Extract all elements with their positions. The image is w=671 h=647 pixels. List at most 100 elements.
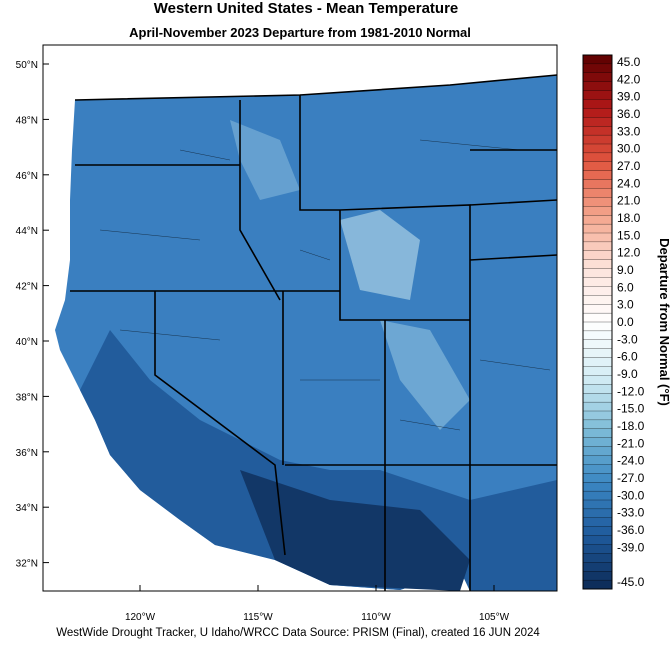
lon-label: 110°W: [361, 612, 391, 623]
colorbar-bin: [582, 535, 613, 545]
colorbar-bin: [582, 508, 613, 519]
colorbar-label: 21.0: [617, 194, 641, 208]
colorbar-label: 33.0: [617, 124, 641, 138]
colorbar-bin: [582, 553, 613, 563]
colorbar-bin: [582, 259, 613, 270]
colorbar-bin: [582, 143, 613, 154]
colorbar-label: -36.0: [617, 523, 645, 537]
colorbar-bin: [582, 437, 613, 448]
lat-label: 46°N: [16, 171, 38, 182]
colorbar-bin: [582, 348, 613, 359]
colorbar-bin: [582, 134, 613, 145]
colorbar-bin: [582, 579, 613, 590]
colorbar-bin: [582, 286, 613, 296]
colorbar-bin: [582, 357, 613, 367]
colorbar-label: -12.0: [617, 384, 645, 398]
colorbar-bin: [582, 499, 613, 510]
colorbar-label: -45.0: [617, 575, 645, 589]
colorbar-bin: [582, 99, 613, 109]
colorbar-bin: [582, 197, 613, 207]
colorbar-label: 27.0: [617, 159, 641, 173]
colorbar-label: 12.0: [617, 246, 641, 260]
colorbar-label: 24.0: [617, 176, 641, 190]
subtitle: April-November 2023 Departure from 1981-…: [129, 25, 471, 40]
lat-label: 40°N: [16, 337, 38, 348]
colorbar-bin: [582, 188, 613, 198]
colorbar-label: 18.0: [617, 211, 641, 225]
lat-label: 34°N: [16, 503, 38, 514]
colorbar-title: Departure from Normal (°F): [657, 238, 671, 406]
lon-label: 120°W: [125, 612, 156, 623]
colorbar-bin: [582, 339, 613, 350]
light-region: [230, 120, 300, 200]
colorbar-label: 6.0: [617, 280, 634, 294]
dark-region: [80, 330, 557, 591]
colorbar-bin: [582, 232, 613, 243]
colorbar-bin: [582, 410, 613, 421]
colorbar-bin: [582, 473, 613, 483]
lat-label: 32°N: [16, 559, 38, 570]
colorbar-bin: [582, 455, 613, 465]
longitude-axis: 120°W 115°W 110°W 105°W: [125, 585, 510, 623]
colorbar-label: -6.0: [617, 350, 638, 364]
colorbar-bin: [582, 464, 613, 474]
colorbar: 45.0 42.0 39.0 36.0 33.0 30.0 27.0 24.0 21.0 18.0…: [582, 54, 645, 590]
state-border: [70, 95, 558, 591]
colorbar-bin: [582, 63, 613, 74]
colorbar-label: 36.0: [617, 107, 641, 121]
lat-label: 50°N: [16, 60, 38, 71]
colorbar-label: -18.0: [617, 419, 645, 433]
colorbar-label: -33.0: [617, 506, 645, 520]
colorbar-bin: [582, 295, 613, 305]
colorbar-bin: [582, 223, 613, 234]
colorbar-bin: [582, 250, 613, 261]
colorbar-bin: [582, 384, 613, 394]
colorbar-label: 15.0: [617, 228, 641, 242]
darkest-region: [240, 470, 470, 591]
colorbar-bin: [582, 241, 613, 252]
colorbar-label: -24.0: [617, 454, 645, 468]
colorbar-bin: [582, 517, 613, 528]
lat-label: 48°N: [16, 115, 38, 126]
colorbar-label: -15.0: [617, 402, 645, 416]
colorbar-bin: [582, 571, 613, 581]
colorbar-bin: [582, 277, 613, 287]
colorbar-bin: [582, 321, 613, 332]
colorbar-bin: [582, 393, 613, 403]
colorbar-bin: [582, 366, 613, 376]
lat-label: 38°N: [16, 392, 38, 403]
colorbar-label: 42.0: [617, 72, 641, 86]
colorbar-bin: [582, 90, 613, 100]
colorbar-label: -27.0: [617, 471, 645, 485]
colorbar-bin: [582, 161, 613, 172]
colorbar-bin: [582, 544, 613, 554]
colorbar-bin: [582, 206, 613, 216]
colorbar-label: -3.0: [617, 332, 638, 346]
colorbar-label: 9.0: [617, 263, 634, 277]
colorbar-bin: [582, 428, 613, 439]
colorbar-bin: [582, 312, 613, 323]
title: Western United States - Mean Temperature: [154, 0, 459, 17]
colorbar-bin: [582, 375, 613, 385]
lat-label: 44°N: [16, 226, 38, 237]
colorbar-bin: [582, 490, 613, 501]
colorbar-label: -9.0: [617, 367, 638, 381]
colorbar-label: -30.0: [617, 488, 645, 502]
colorbar-label: 39.0: [617, 90, 641, 104]
county-border: [99, 139, 551, 431]
colorbar-bin: [582, 482, 613, 492]
border: [74, 74, 558, 101]
map-frame: [42, 44, 558, 592]
light-region: [380, 320, 470, 430]
lon-label: 105°W: [479, 612, 510, 623]
colorbar-bin: [582, 562, 613, 572]
lon-label: 115°W: [243, 612, 273, 623]
colorbar-bin: [582, 419, 613, 430]
colorbar-bin: [582, 215, 613, 225]
footer: WestWide Drought Tracker, U Idaho/WRCC D…: [56, 627, 540, 639]
colorbar-bin: [582, 117, 613, 127]
colorbar-bin: [582, 126, 613, 136]
colorbar-bin: [582, 81, 613, 92]
colorbar-bin: [582, 304, 613, 314]
